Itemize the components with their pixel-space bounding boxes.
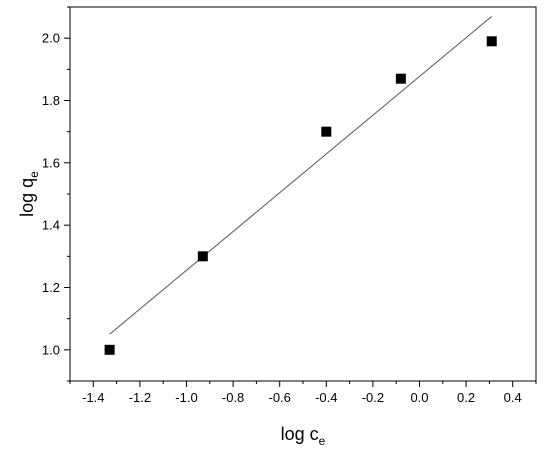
x-tick-label: -1.0: [175, 390, 197, 405]
y-tick-label: 1.2: [42, 280, 60, 295]
x-axis-title: log ce: [281, 424, 326, 448]
data-point: [104, 344, 115, 355]
data-point: [486, 36, 497, 47]
x-tick-label: -0.2: [362, 390, 384, 405]
data-points: [104, 36, 497, 355]
y-tick-label: 1.6: [42, 155, 60, 170]
x-tick-label: -0.4: [315, 390, 337, 405]
y-axis-ticks: 1.0 1.2 1.4 1.6 1.8 2.0: [42, 6, 70, 382]
data-point: [321, 126, 332, 137]
plot-frame: [69, 6, 537, 382]
x-tick-label: -0.6: [268, 390, 290, 405]
data-point: [197, 251, 208, 262]
y-tick-label: 2.0: [42, 31, 60, 46]
x-tick-label: -1.2: [129, 390, 151, 405]
x-tick-label: 0.4: [504, 390, 522, 405]
x-tick-label: -0.8: [222, 390, 244, 405]
y-axis-title: log qe: [17, 171, 41, 217]
x-tick-label: 0.0: [410, 390, 428, 405]
y-tick-label: 1.0: [42, 342, 60, 357]
data-point: [395, 73, 406, 84]
y-tick-label: 1.8: [42, 93, 60, 108]
fit-line-layer: [109, 15, 493, 335]
x-axis-ticks: -1.4 -1.2 -1.0 -0.8 -0.6 -0.4 -0.2 0.0 0.2 0.4: [69, 381, 537, 405]
x-tick-label: 0.2: [457, 390, 475, 405]
y-tick-label: 1.4: [42, 218, 60, 233]
x-tick-label: -1.4: [82, 390, 104, 405]
linear-fit-line: [109, 15, 493, 335]
